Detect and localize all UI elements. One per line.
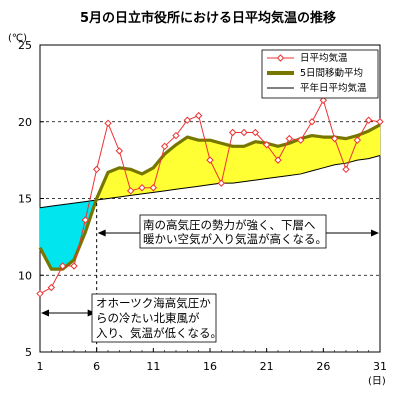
warm-fill-segment: [311, 135, 324, 172]
cool-fill-segment: [73, 201, 86, 261]
warm-fill-segment: [334, 136, 347, 166]
legend: 日平均気温 5日間移動平均 平年日平均気温: [261, 49, 379, 99]
daily-point: [58, 262, 67, 270]
series-moving-average-line: [38, 123, 381, 271]
daily-point: [138, 184, 146, 192]
daily-point: [70, 262, 78, 270]
daily-point: [36, 289, 44, 298]
daily-point: [262, 141, 271, 149]
y-tick-label: 15: [18, 193, 32, 206]
daily-point: [330, 134, 339, 143]
series-layer: [36, 96, 384, 298]
cool-fill-segment: [51, 204, 63, 270]
daily-point: [160, 142, 169, 151]
daily-point: [376, 118, 384, 126]
y-tick-label: 10: [18, 269, 32, 282]
daily-point: [47, 283, 56, 292]
legend-label-moving-average: 5日間移動平均: [300, 67, 363, 79]
daily-point: [149, 184, 158, 192]
cold-period-arrow-head-left: [41, 309, 49, 317]
series-daily-line: [39, 99, 381, 295]
x-axis-unit: (日): [368, 376, 386, 387]
annotation-warm-line1: 南の高気圧の勢力が強く、下層へ: [143, 218, 316, 232]
daily-point: [274, 156, 282, 164]
daily-point: [115, 147, 124, 155]
daily-point: [172, 131, 180, 140]
daily-point: [240, 128, 248, 137]
y-tick-label: 25: [18, 39, 32, 52]
cool-fill-segment: [62, 202, 75, 270]
x-tick-label: 16: [203, 360, 217, 373]
daily-point: [183, 116, 192, 124]
daily-point: [319, 96, 328, 104]
x-tick-label: 31: [373, 360, 387, 373]
warm-fill-segment: [243, 141, 256, 182]
warm-fill-segment: [198, 139, 211, 187]
daily-point: [206, 156, 214, 164]
daily-point: [228, 128, 237, 137]
annotation-warm: 南の高気圧の勢力が強く、下層へ 暖かい空気が入り気温が高くなる。: [139, 214, 327, 249]
x-tick-label: 21: [260, 360, 274, 373]
daily-point: [251, 128, 260, 137]
daily-point: [217, 179, 226, 187]
daily-point: [81, 216, 90, 224]
warm-fill-segment: [232, 146, 245, 184]
warm-period-arrow-head-right: [371, 229, 379, 237]
daily-point: [194, 111, 203, 120]
warm-fill-segment: [187, 136, 199, 189]
daily-point: [92, 165, 101, 174]
x-tick-label: 26: [316, 360, 330, 373]
annotation-cold: オホーツク海高気圧か らの冷たい北東風が 入り、気温が低くなる。: [91, 293, 222, 343]
daily-point: [126, 187, 135, 195]
x-tick-label: 11: [146, 360, 160, 373]
legend-marker-daily: [276, 54, 285, 62]
annotation-cold-line2: らの冷たい北東風が: [96, 311, 200, 325]
warm-fill-segment: [323, 136, 335, 169]
x-tick-label: 1: [37, 360, 44, 373]
warm-fill-segment: [209, 139, 222, 186]
legend-label-daily: 日平均気温: [300, 52, 348, 64]
daily-point: [285, 134, 294, 143]
annotation-cold-line1: オホーツク海高気圧か: [96, 296, 211, 310]
daily-point: [342, 165, 350, 174]
x-tick-label: 6: [93, 360, 100, 373]
daily-point: [308, 118, 316, 126]
daily-point: [364, 116, 373, 124]
legend-label-normal: 平年日平均気温: [300, 82, 367, 94]
daily-point: [104, 119, 112, 127]
daily-point: [296, 136, 305, 144]
annotation-warm-box: [139, 214, 327, 249]
daily-point: [353, 136, 362, 144]
chart-title: 5月の日立市役所における日平均気温の推移: [80, 10, 336, 26]
annotation-cold-line3: 入り、気温が低くなる。: [96, 326, 222, 340]
annotation-cold-box: [91, 293, 217, 343]
y-tick-label: 5: [25, 346, 32, 359]
warm-period-arrow-head-left: [97, 229, 106, 237]
annotation-warm-line2: 暖かい空気が入り気温が高くなる。: [143, 232, 327, 246]
y-tick-label: 20: [18, 116, 32, 129]
y-axis-unit: (℃): [8, 33, 27, 44]
warm-fill-segment: [255, 141, 267, 181]
